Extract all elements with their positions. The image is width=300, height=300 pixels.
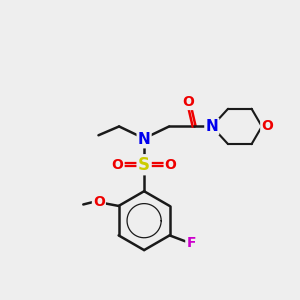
Text: O: O — [165, 158, 176, 172]
Text: O: O — [182, 95, 194, 109]
Text: N: N — [206, 119, 218, 134]
Text: O: O — [261, 119, 273, 134]
Text: F: F — [186, 236, 196, 250]
Text: S: S — [138, 156, 150, 174]
Text: O: O — [93, 194, 105, 208]
Text: O: O — [112, 158, 124, 172]
Text: N: N — [138, 132, 151, 147]
